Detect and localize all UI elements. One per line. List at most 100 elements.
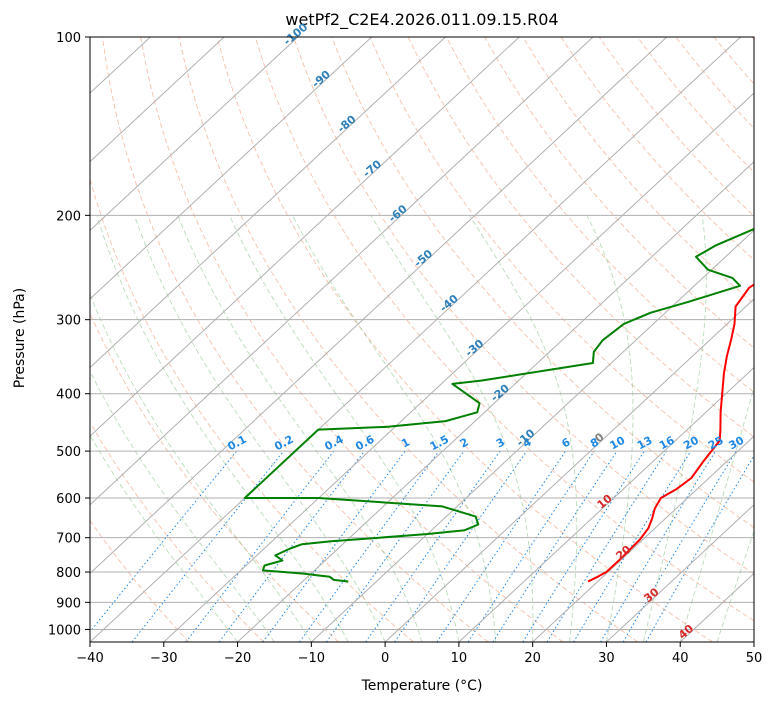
moist-adiabat-line bbox=[370, 215, 534, 642]
isotherm-line bbox=[237, 161, 754, 642]
isotherm-line bbox=[384, 298, 754, 642]
dry-adiabat-line bbox=[751, 37, 754, 40]
isotherm-label: -20 bbox=[488, 381, 512, 404]
y-tick-label: 1000 bbox=[48, 623, 81, 638]
dry-adiabat-line bbox=[560, 37, 754, 261]
mixing-ratio-line bbox=[467, 450, 595, 642]
x-tick-label: 0 bbox=[381, 651, 389, 666]
mixing-ratio-label: 13 bbox=[635, 434, 655, 453]
isotherm-label: -10 bbox=[514, 426, 538, 449]
mixing-ratio-label: 25 bbox=[706, 434, 726, 453]
moist-adiabat-line bbox=[292, 215, 497, 642]
moist-adiabat-line bbox=[679, 385, 754, 642]
mixing-ratio-line bbox=[522, 450, 645, 642]
mixing-ratio-line bbox=[90, 450, 238, 633]
dry-adiabat-line bbox=[331, 37, 754, 529]
isotherm-line bbox=[163, 92, 754, 642]
dry-adiabat-line bbox=[90, 519, 190, 642]
mixing-ratio-label: 30 bbox=[727, 434, 747, 453]
moist-adiabat-line bbox=[586, 215, 634, 642]
x-tick-label: 40 bbox=[672, 651, 689, 666]
isotherm-label: 40 bbox=[676, 622, 696, 642]
dry-adiabat-line bbox=[140, 37, 564, 642]
y-tick-label: 400 bbox=[56, 388, 81, 403]
moist-adiabat-line bbox=[177, 215, 423, 642]
moist-adiabat-line bbox=[469, 215, 578, 642]
plot-frame bbox=[89, 36, 755, 643]
x-tick-label: 10 bbox=[451, 651, 468, 666]
y-tick-label: 500 bbox=[56, 445, 81, 460]
mixing-ratio-label: 1 bbox=[399, 435, 412, 450]
moist-adiabat-line bbox=[96, 215, 349, 642]
y-tick-label: 900 bbox=[56, 596, 81, 611]
x-tick-label: −40 bbox=[76, 651, 103, 666]
mixing-ratio-line bbox=[218, 450, 365, 642]
isotherm-label: -80 bbox=[335, 112, 359, 135]
isotherm-line bbox=[90, 37, 299, 232]
mixing-ratio-label: 0.6 bbox=[353, 433, 377, 454]
y-tick-label: 700 bbox=[56, 532, 81, 547]
dry-adiabat-line bbox=[90, 177, 414, 642]
isotherm-line bbox=[90, 37, 151, 94]
x-tick-label: 50 bbox=[746, 651, 763, 666]
x-tick-label: −20 bbox=[224, 651, 251, 666]
y-tick-label: 600 bbox=[56, 492, 81, 507]
mixing-ratio-line bbox=[299, 450, 440, 642]
temperature-profile-line bbox=[587, 283, 754, 583]
isotherm-line bbox=[0, 37, 77, 642]
isotherm-line bbox=[458, 366, 754, 642]
mixing-ratio-label: 0.4 bbox=[322, 433, 346, 454]
dry-adiabat-line bbox=[102, 37, 489, 642]
isotherm-line bbox=[679, 572, 754, 642]
isotherm-line bbox=[606, 504, 754, 642]
isotherm-line bbox=[90, 37, 741, 642]
isotherm-label: -60 bbox=[386, 202, 410, 225]
isotherm-line bbox=[90, 37, 446, 369]
isotherm-line bbox=[90, 37, 520, 437]
isotherm-line bbox=[90, 37, 225, 163]
chart-title: wetPf2_C2E4.2026.011.09.15.R04 bbox=[285, 10, 559, 29]
dry-adiabat-line bbox=[216, 37, 713, 642]
dry-adiabat-line bbox=[407, 37, 754, 438]
dry-adiabat-line bbox=[90, 421, 265, 642]
isotherm-line bbox=[90, 37, 668, 575]
x-tick-label: −10 bbox=[298, 651, 325, 666]
isotherm-label: -70 bbox=[361, 157, 385, 180]
isotherm-line bbox=[90, 37, 594, 506]
isotherm-label: -40 bbox=[437, 292, 461, 315]
isotherm-line bbox=[532, 435, 754, 642]
dry-adiabat-line bbox=[293, 37, 754, 575]
isotherm-label: 20 bbox=[613, 543, 633, 563]
dry-adiabat-line bbox=[369, 37, 754, 483]
mixing-ratio-line bbox=[262, 450, 406, 642]
mixing-ratio-line bbox=[436, 450, 567, 642]
mixing-ratio-line bbox=[325, 450, 465, 642]
mixing-ratio-label: 2 bbox=[458, 435, 471, 450]
mixing-ratio-line bbox=[573, 450, 692, 642]
isotherm-line bbox=[310, 229, 754, 642]
mixing-ratio-label: 20 bbox=[681, 434, 701, 453]
moist-adiabat-line bbox=[229, 215, 460, 642]
y-tick-label: 200 bbox=[56, 209, 81, 224]
isotherm-label: -30 bbox=[463, 337, 487, 360]
mixing-ratio-line bbox=[622, 450, 737, 642]
mixing-ratio-line bbox=[185, 450, 335, 642]
x-axis-label: Temperature (°C) bbox=[361, 678, 483, 694]
moist-adiabat-line bbox=[90, 293, 312, 642]
isotherm-line bbox=[0, 37, 3, 642]
x-tick-label: −30 bbox=[150, 651, 177, 666]
mixing-ratio-label: 1.5 bbox=[428, 433, 451, 454]
mixing-ratio-line bbox=[600, 450, 716, 642]
moist-adiabat-line bbox=[642, 215, 707, 642]
moist-adiabat-line bbox=[133, 215, 386, 642]
mixing-ratio-line bbox=[365, 450, 501, 642]
y-tick-label: 100 bbox=[56, 31, 81, 46]
mixing-ratio-line bbox=[546, 450, 667, 642]
isotherm-label: -50 bbox=[412, 247, 436, 270]
y-tick-label: 800 bbox=[56, 566, 81, 581]
dry-adiabat-line bbox=[254, 37, 754, 622]
mixing-ratio-label: 0.1 bbox=[225, 433, 248, 454]
mixing-ratio-line bbox=[645, 454, 754, 642]
dry-adiabat-line bbox=[178, 37, 639, 642]
